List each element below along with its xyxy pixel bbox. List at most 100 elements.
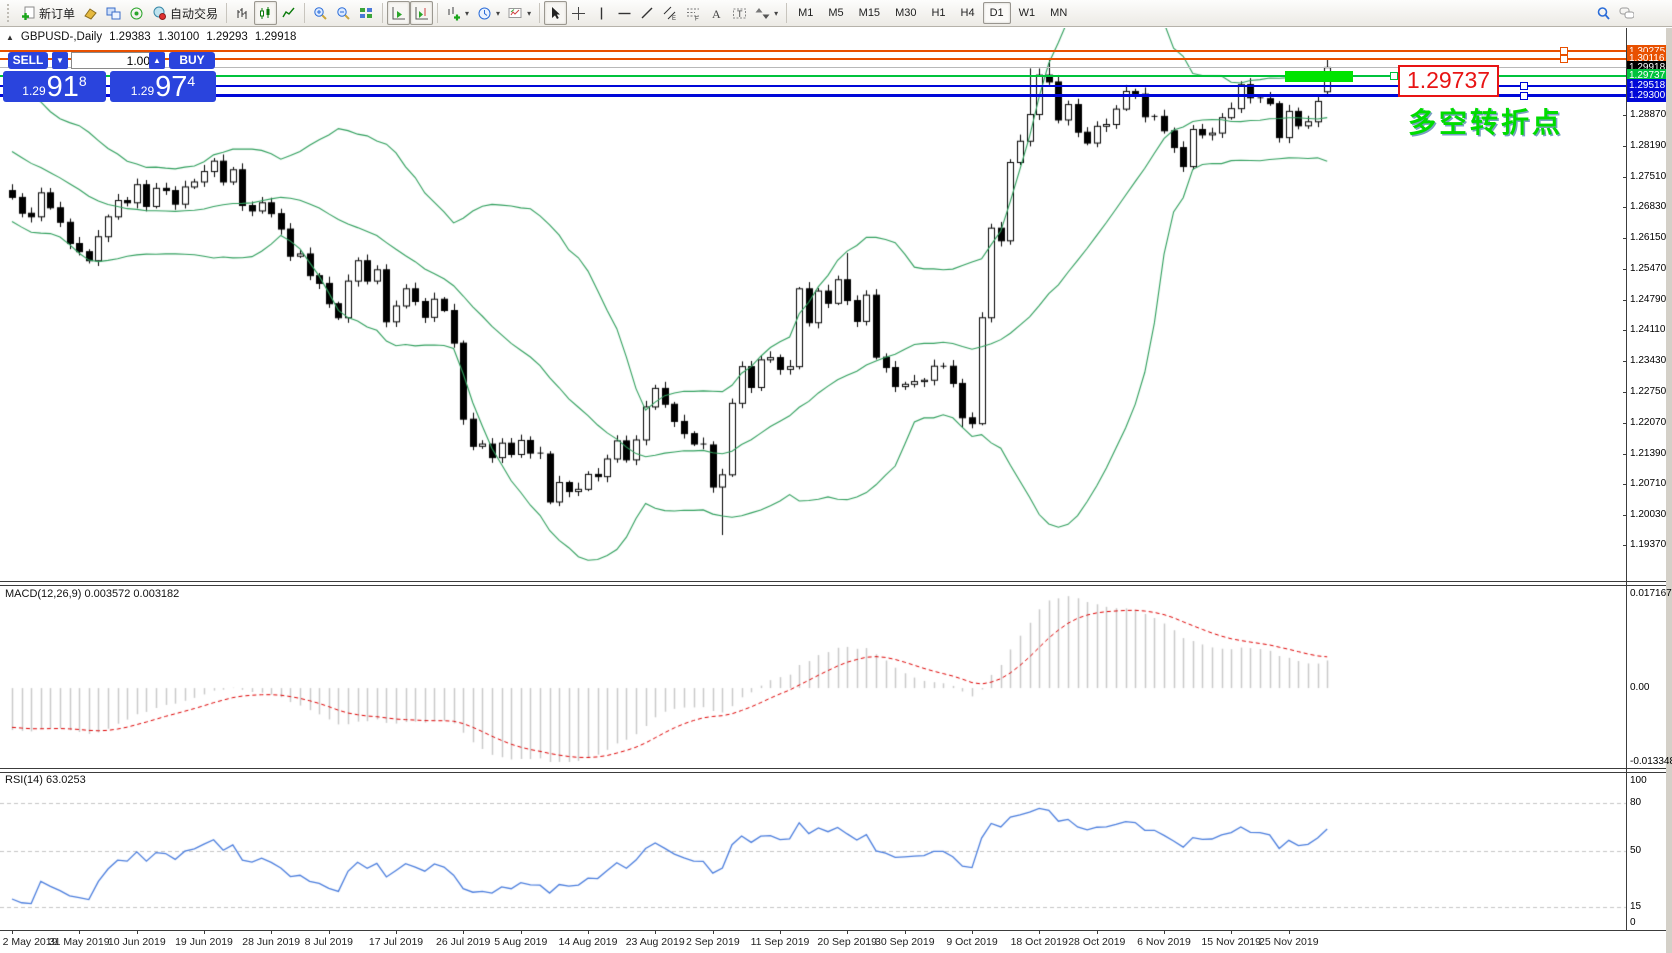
- buy-price-display[interactable]: 1.29 97 4: [110, 71, 216, 102]
- toolbar-separator: [539, 3, 541, 23]
- fibonacci-button[interactable]: F: [682, 1, 705, 25]
- note-text[interactable]: 多空转折点: [1408, 107, 1564, 138]
- cursor-button[interactable]: [544, 1, 568, 25]
- tile-windows-icon: [359, 6, 374, 21]
- equidistant-channel-button[interactable]: E: [659, 1, 682, 25]
- date-tick: [79, 931, 81, 934]
- timeframe-w1[interactable]: W1: [1018, 7, 1036, 19]
- date-axis[interactable]: 2 May 2019 31 May 2019 10 Jun 2019 19 Jun 2…: [0, 931, 1666, 953]
- rsi-axis-80: 80: [1630, 797, 1642, 808]
- close-value: 1.29918: [254, 31, 297, 43]
- date-tick: [136, 931, 138, 934]
- chat-button[interactable]: [1615, 1, 1638, 25]
- open-value: 1.29383: [109, 31, 151, 43]
- price-callout-box[interactable]: 1.29737: [1398, 65, 1499, 97]
- timeframe-m30[interactable]: M30: [895, 7, 917, 19]
- timeframe-m1[interactable]: M1: [798, 7, 814, 19]
- open-windows-button[interactable]: [102, 1, 125, 25]
- date-label: 26 Jul 2019: [436, 936, 491, 948]
- zoom-out-button[interactable]: [332, 1, 355, 25]
- vertical-line-button[interactable]: [590, 1, 613, 25]
- chart-shift-button[interactable]: [410, 1, 434, 25]
- timeframe-mn[interactable]: MN: [1050, 7, 1068, 19]
- new-order-button[interactable]: 新订单: [17, 1, 79, 25]
- date-tick: [972, 931, 973, 934]
- rsi-pane-canvas[interactable]: [0, 771, 1626, 931]
- text-button[interactable]: A: [705, 1, 728, 25]
- date-label: 31 May 2019: [48, 936, 110, 948]
- date-label: 11 Sep 2019: [750, 936, 810, 948]
- new-chart-button[interactable]: ▾: [442, 1, 473, 25]
- date-tick: [204, 931, 205, 934]
- price-tick-1.23430: 1.23430: [1630, 355, 1667, 367]
- pane-separator[interactable]: [0, 768, 1666, 773]
- price-tick-1.24110: 1.24110: [1630, 324, 1666, 336]
- buy-button[interactable]: BUY: [169, 52, 215, 69]
- date-label: 2 May 2019: [2, 936, 58, 948]
- candlestick-chart-icon: [258, 6, 273, 21]
- tick-mark: [1623, 484, 1627, 486]
- bar-chart-button[interactable]: [231, 1, 254, 25]
- tile-windows-button[interactable]: [355, 1, 378, 25]
- zoom-in-button[interactable]: [309, 1, 332, 25]
- highlight-rectangle[interactable]: [1285, 71, 1353, 82]
- volume-up-button[interactable]: ▲: [149, 52, 165, 69]
- market-signal-button[interactable]: [125, 1, 148, 25]
- date-label: 28 Oct 2019: [1068, 936, 1126, 948]
- crosshair-button[interactable]: [567, 1, 590, 25]
- auto-scroll-button[interactable]: [387, 1, 411, 25]
- chevron-down-icon: ▾: [774, 8, 779, 18]
- line-chart-button[interactable]: [277, 1, 300, 25]
- chart-list-icon: [83, 6, 98, 21]
- timeframe-h1[interactable]: H1: [931, 7, 946, 19]
- periods-button[interactable]: ▾: [473, 1, 504, 25]
- high-value: 1.30100: [157, 31, 200, 43]
- price-axis[interactable]: 1.302751.301161.299181.297371.295181.293…: [1623, 28, 1672, 931]
- tick-mark: [1623, 145, 1627, 147]
- price-tick-1.20710: 1.20710: [1630, 478, 1667, 490]
- window-edge-strip: [1666, 28, 1672, 953]
- macd-pane-canvas[interactable]: [0, 584, 1626, 768]
- horizontal-line-icon: [617, 6, 632, 21]
- line-chart-icon: [281, 6, 296, 21]
- arrows-button[interactable]: ▾: [751, 1, 782, 25]
- chart-list-button[interactable]: [79, 1, 102, 25]
- horizontal-line-button[interactable]: [613, 1, 636, 25]
- chart-bottom-border: [0, 930, 1666, 931]
- zoom-in-icon: [313, 6, 328, 21]
- volume-input[interactable]: [71, 52, 155, 69]
- templates-button[interactable]: ▾: [504, 1, 535, 25]
- price-axis-border: [1626, 28, 1627, 931]
- open-windows-icon: [106, 6, 121, 21]
- sell-price-display[interactable]: 1.29 91 8: [3, 71, 106, 102]
- search-icon: [1596, 6, 1611, 21]
- text-label-icon: T: [732, 6, 747, 21]
- volume-down-button[interactable]: ▼: [52, 52, 68, 69]
- price-chart-canvas[interactable]: [0, 28, 1626, 581]
- price-tick-1.28870: 1.28870: [1630, 108, 1667, 120]
- price-tick-1.20030: 1.20030: [1630, 509, 1667, 521]
- search-button[interactable]: [1592, 1, 1615, 25]
- pane-separator[interactable]: [0, 581, 1666, 586]
- price-tick-1.21390: 1.21390: [1630, 447, 1667, 459]
- candlestick-chart-button[interactable]: [254, 1, 278, 25]
- timeframe-m15[interactable]: M15: [858, 7, 881, 19]
- trendline-button[interactable]: [636, 1, 659, 25]
- macd-axis-0.017167: 0.017167: [1630, 588, 1672, 599]
- rsi-axis-50: 50: [1630, 845, 1642, 856]
- timeframe-d1[interactable]: D1: [982, 2, 1011, 24]
- main-toolbar: 新订单 自动交易: [0, 0, 1672, 27]
- cursor-icon: [548, 6, 563, 21]
- sell-button[interactable]: SELL: [8, 52, 48, 69]
- macd-label: MACD(12,26,9) 0.003572 0.003182: [5, 588, 180, 600]
- toolbar-grip[interactable]: [7, 4, 14, 22]
- collapse-panel-icon[interactable]: ▲: [6, 32, 14, 42]
- timeframe-h4[interactable]: H4: [960, 7, 975, 19]
- date-label: 30 Sep 2019: [875, 936, 935, 948]
- chevron-down-icon: ▾: [527, 8, 532, 18]
- fibonacci-icon: F: [686, 6, 701, 21]
- timeframe-m5[interactable]: M5: [828, 7, 844, 19]
- auto-trading-button[interactable]: 自动交易: [148, 1, 222, 25]
- text-label-button[interactable]: T: [728, 1, 751, 25]
- date-tick: [904, 931, 906, 934]
